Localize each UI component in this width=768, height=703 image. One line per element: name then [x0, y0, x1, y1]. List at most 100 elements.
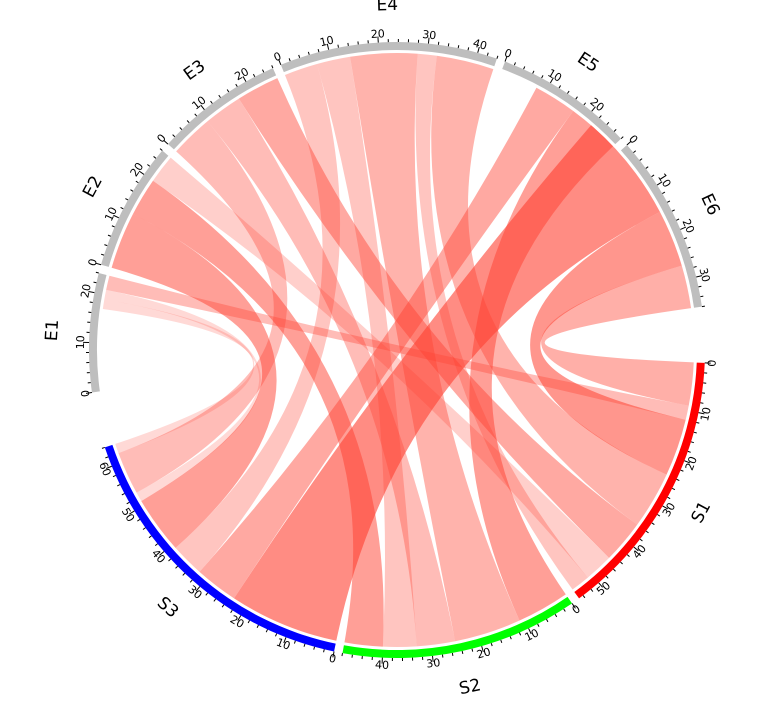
axis-tick-s2-26: [451, 652, 454, 657]
tick-label-s1-0: 0: [706, 359, 719, 367]
tick-label-s2-20: 20: [475, 645, 492, 661]
axis-tick-s1-28: [667, 496, 671, 500]
axis-tick-e6-20: [680, 226, 687, 230]
axis-tick-s3-24: [221, 604, 225, 608]
tick-label-e4-0: 0: [272, 50, 283, 65]
axis-tick-s1-36: [645, 530, 649, 534]
axis-tick-s1-22: [680, 469, 684, 472]
axis-tick-e6-6: [645, 166, 649, 169]
axis-tick-s1-14: [693, 431, 697, 434]
axis-tick-s3-6: [303, 643, 306, 647]
chord-link-s1-e6-2: [530, 211, 686, 475]
chord-link-s3-e5-13: [199, 87, 574, 599]
axis-tick-e2-24: [153, 156, 157, 159]
axis-tick-s3-10: [283, 637, 287, 644]
tick-label-s3-0: 0: [328, 652, 338, 666]
chord-link-s2-e2-11: [133, 180, 384, 647]
chord-link-s2-e3-9: [207, 98, 456, 647]
chord-link-s1-e6-0: [541, 265, 694, 406]
axis-tick-s1-18: [687, 450, 691, 453]
axis-tick-s2-18: [490, 643, 493, 647]
axis-tick-s2-16: [500, 639, 503, 643]
axis-tick-e5-8: [541, 75, 544, 79]
tick-label-e4-30: 30: [422, 28, 437, 42]
sector-track-e6: [620, 145, 702, 308]
axis-tick-s3-30: [195, 586, 201, 592]
axis-tick-s3-40: [159, 551, 165, 556]
chord-link-s3-e6-12: [234, 125, 660, 641]
axis-tick-e4-44: [496, 55, 499, 59]
axis-tick-e3-10: [200, 104, 205, 110]
sector-track-e5: [502, 61, 622, 145]
axis-tick-s3-42: [154, 543, 158, 547]
tick-label-e3-20: 20: [233, 65, 252, 83]
sector-label-e2: E2: [79, 173, 107, 201]
axis-tick-e5-0: [504, 55, 508, 62]
axis-tick-e4-8: [317, 49, 320, 53]
sector-label-s1: S1: [687, 498, 715, 526]
chord-link-s3-e1-18: [102, 299, 255, 454]
sector-label-s3: S3: [153, 593, 182, 622]
chord-link-s3-e4-14: [175, 63, 341, 572]
tick-label-e6-10: 10: [655, 171, 673, 190]
sector-label-e5: E5: [573, 48, 602, 77]
chord-link-s3-e2-15: [111, 213, 277, 548]
sector-track-e4: [280, 41, 497, 73]
axis-tick-s3-12: [275, 633, 278, 637]
axis-tick-s1-44: [620, 561, 623, 565]
tick-label-s3-60: 60: [96, 460, 113, 478]
axis-tick-e1-22: [93, 281, 97, 284]
axis-tick-e2-4: [104, 244, 108, 247]
axis-tick-s3-8: [293, 640, 296, 644]
axis-tick-s2-2: [563, 608, 566, 612]
axis-tick-s1-10: [698, 412, 705, 415]
axis-tick-e2-6: [107, 234, 111, 237]
axis-tick-s1-32: [657, 514, 661, 517]
axis-tick-s2-6: [546, 619, 549, 623]
axis-tick-s1-42: [626, 554, 630, 557]
axis-tick-e3-22: [252, 73, 256, 78]
axis-tick-e4-2: [288, 58, 291, 62]
tick-label-s3-10: 10: [274, 636, 292, 653]
axis-tick-s2-12: [519, 632, 522, 636]
axis-tick-e5-10: [549, 77, 554, 84]
axis-tick-e6-24: [687, 246, 691, 249]
axis-tick-e2-18: [135, 180, 139, 184]
axis-tick-s3-52: [126, 501, 130, 505]
axis-tick-e5-18: [583, 102, 587, 106]
axis-tick-s3-58: [112, 475, 116, 478]
axis-tick-e4-36: [457, 45, 460, 49]
axis-tick-s3-0: [332, 651, 335, 658]
axis-tick-s1-34: [651, 522, 655, 526]
axis-tick-e2-2: [100, 253, 105, 256]
axis-tick-s3-56: [117, 484, 121, 487]
axis-tick-s3-62: [105, 456, 109, 459]
axis-tick-e6-8: [651, 174, 655, 178]
axis-tick-e6-4: [639, 158, 643, 161]
axis-tick-s2-10: [528, 628, 532, 635]
axis-tick-s3-36: [175, 565, 178, 569]
axis-tick-e3-24: [262, 69, 265, 73]
axis-tick-e3-18: [235, 83, 238, 87]
chord-links: [102, 53, 694, 648]
axis-tick-s3-20: [237, 615, 242, 621]
axis-tick-e6-0: [626, 140, 632, 146]
sector-label-e1: E1: [42, 319, 63, 342]
axis-tick-e2-10: [113, 214, 120, 219]
axis-tick-e5-28: [620, 136, 624, 140]
tick-label-e6-20: 20: [680, 217, 697, 235]
axis-tick-s3-18: [247, 620, 250, 624]
axis-tick-e3-4: [179, 127, 183, 130]
axis-tick-s2-8: [537, 623, 540, 627]
axis-tick-e4-12: [337, 44, 339, 48]
axis-tick-s3-50: [129, 510, 135, 515]
axis-tick-e4-10: [326, 43, 330, 50]
axis-tick-e4-6: [307, 51, 310, 55]
tick-label-e2-10: 10: [102, 205, 120, 223]
axis-tick-s3-60: [106, 465, 112, 469]
sector-track-e2: [101, 150, 169, 267]
axis-tick-s1-16: [690, 441, 695, 444]
axis-tick-s1-12: [696, 421, 700, 424]
tick-label-s3-50: 50: [119, 506, 137, 525]
